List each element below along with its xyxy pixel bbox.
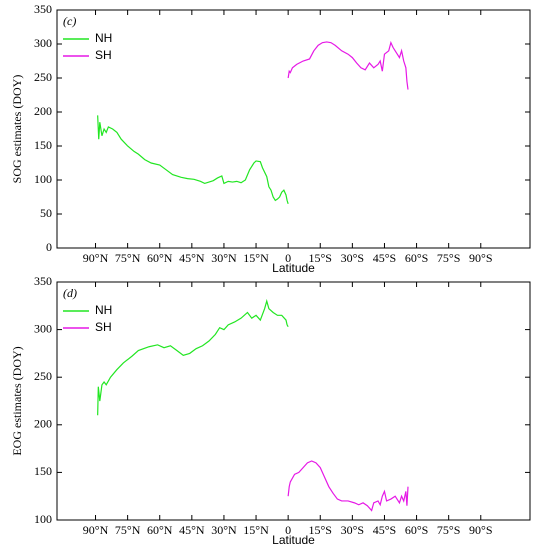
x-tick-label: 75°N bbox=[115, 523, 141, 537]
plot-area bbox=[56, 281, 531, 521]
plot-area bbox=[56, 9, 531, 249]
x-tick-label: 0 bbox=[285, 523, 291, 537]
x-tick-label: 90°S bbox=[469, 523, 492, 537]
x-tick-label: 75°S bbox=[437, 523, 460, 537]
x-tick-label: 0 bbox=[285, 251, 291, 265]
data-line bbox=[97, 115, 289, 204]
x-tick-label: 30°S bbox=[341, 251, 364, 265]
y-tick-label: 250 bbox=[34, 70, 52, 84]
x-tick-label: 90°N bbox=[83, 523, 109, 537]
x-tick-label: 30°N bbox=[211, 251, 237, 265]
x-tick-label: 60°N bbox=[147, 251, 173, 265]
y-tick-label: 300 bbox=[34, 321, 52, 335]
x-tick-label: 45°S bbox=[373, 251, 396, 265]
legend-label: SH bbox=[95, 320, 112, 334]
x-tick-label: 15°S bbox=[309, 251, 332, 265]
y-tick-label: 0 bbox=[46, 240, 52, 254]
x-tick-label: 60°S bbox=[405, 251, 428, 265]
legend-label: SH bbox=[95, 48, 112, 62]
x-axis-label: Latitude bbox=[272, 261, 315, 275]
x-tick-label: 75°S bbox=[437, 251, 460, 265]
y-tick-label: 50 bbox=[40, 206, 52, 220]
x-tick-label: 60°S bbox=[405, 523, 428, 537]
x-tick-label: 30°S bbox=[341, 523, 364, 537]
data-line bbox=[287, 460, 409, 512]
panel-label: (c) bbox=[63, 14, 76, 28]
x-tick-label: 90°S bbox=[469, 251, 492, 265]
y-tick-label: 250 bbox=[34, 369, 52, 383]
y-axis-label: SOG estimates (DOY) bbox=[10, 75, 24, 184]
data-line bbox=[97, 298, 289, 416]
x-tick-label: 45°N bbox=[179, 251, 205, 265]
y-axis-label: EOG estimates (DOY) bbox=[10, 346, 24, 455]
y-tick-label: 300 bbox=[34, 36, 52, 50]
y-tick-label: 350 bbox=[34, 274, 52, 288]
x-tick-label: 15°N bbox=[243, 523, 269, 537]
legend-label: NH bbox=[95, 31, 112, 45]
legend-label: NH bbox=[95, 303, 112, 317]
y-tick-label: 150 bbox=[34, 464, 52, 478]
panel-label: (d) bbox=[63, 286, 77, 300]
x-tick-label: 75°N bbox=[115, 251, 141, 265]
x-axis-label: Latitude bbox=[272, 533, 315, 547]
data-line bbox=[287, 40, 409, 90]
x-tick-label: 90°N bbox=[83, 251, 109, 265]
x-tick-label: 30°N bbox=[211, 523, 237, 537]
y-tick-label: 100 bbox=[34, 512, 52, 526]
x-tick-label: 45°N bbox=[179, 523, 205, 537]
x-tick-label: 45°S bbox=[373, 523, 396, 537]
x-tick-label: 15°N bbox=[243, 251, 269, 265]
y-tick-label: 200 bbox=[34, 417, 52, 431]
y-tick-label: 100 bbox=[34, 172, 52, 186]
x-tick-label: 15°S bbox=[309, 523, 332, 537]
x-tick-label: 60°N bbox=[147, 523, 173, 537]
y-tick-label: 200 bbox=[34, 104, 52, 118]
y-tick-label: 350 bbox=[34, 2, 52, 16]
y-tick-label: 150 bbox=[34, 138, 52, 152]
